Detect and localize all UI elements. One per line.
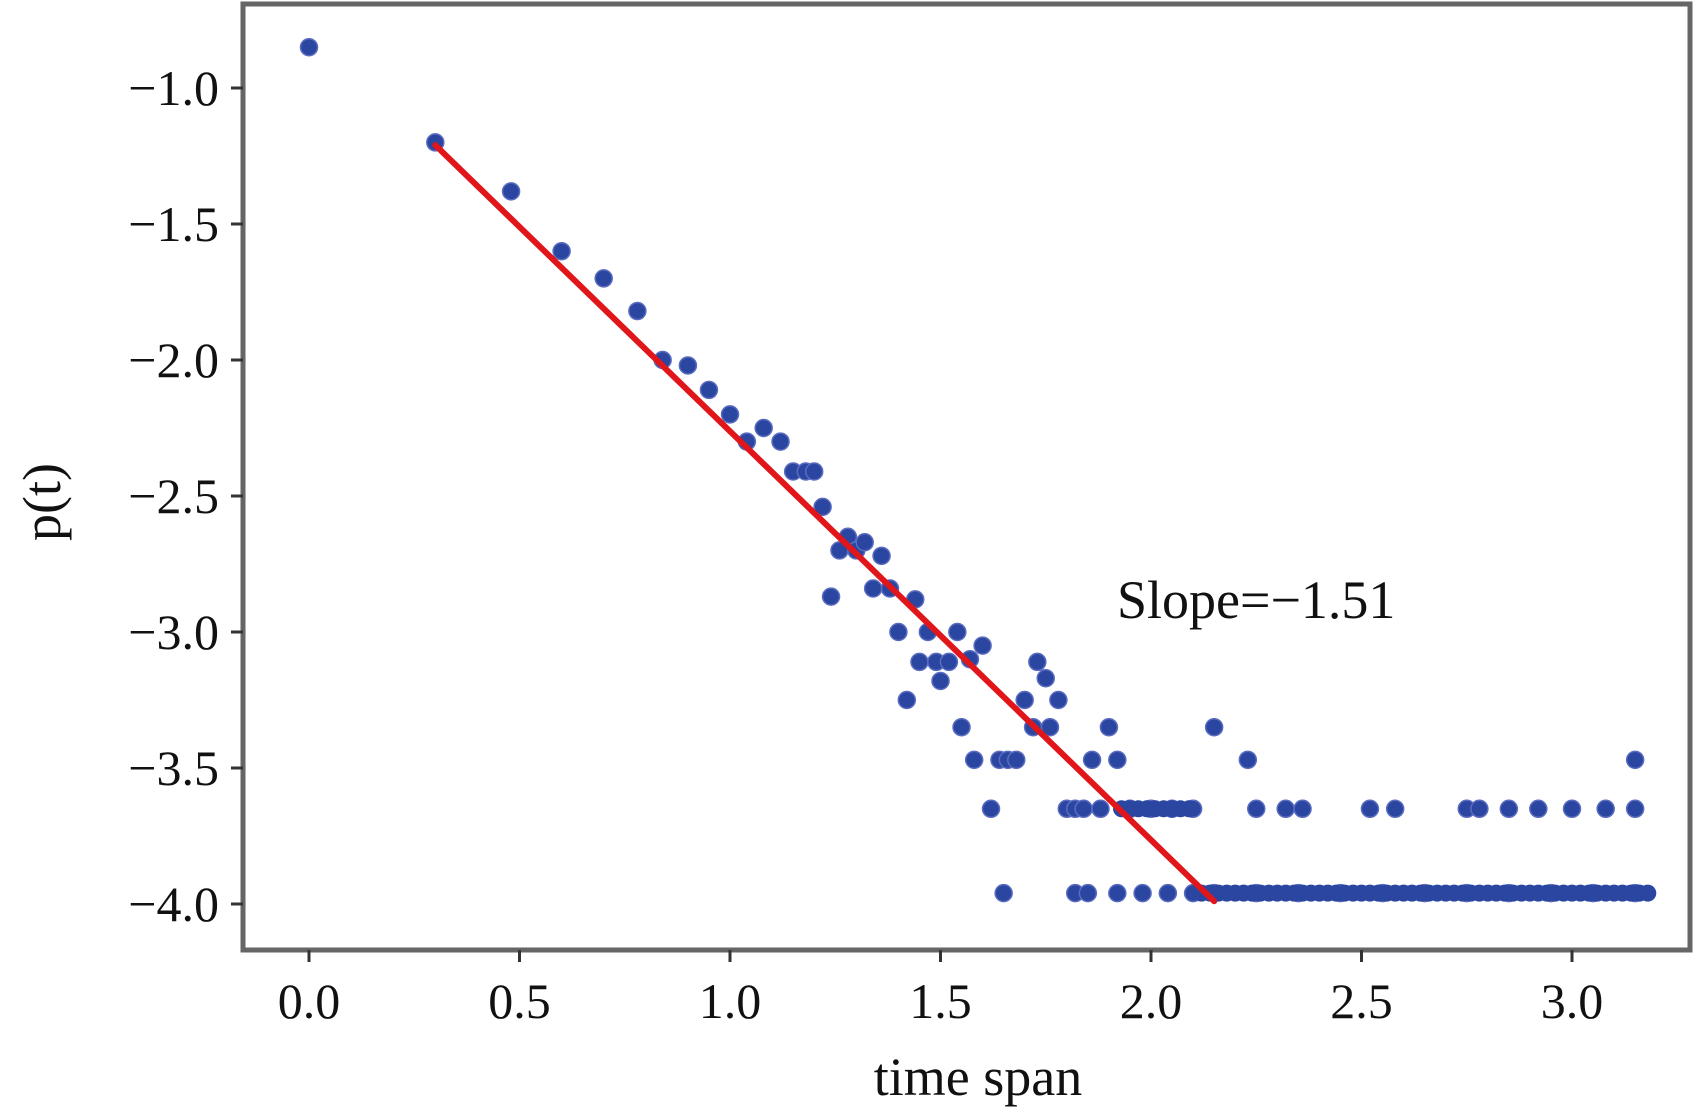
data-point <box>1293 799 1312 819</box>
data-point <box>964 750 984 770</box>
data-point <box>931 671 950 691</box>
data-point <box>1108 750 1127 770</box>
data-point <box>1074 799 1093 819</box>
data-point <box>754 418 773 438</box>
x-tick-label: 2.5 <box>1330 973 1393 1029</box>
data-point <box>1562 799 1582 819</box>
plot-frame <box>240 1 1693 953</box>
data-point <box>628 301 647 321</box>
data-point <box>1015 690 1034 710</box>
data-point <box>1529 799 1548 819</box>
data-point <box>1470 799 1489 819</box>
data-point <box>1385 799 1405 819</box>
slope-annotation: Slope=−1.51 <box>1117 570 1395 630</box>
data-point <box>1360 799 1380 819</box>
data-point <box>1133 883 1152 903</box>
x-tick-label: 0.0 <box>278 973 341 1029</box>
data-point <box>594 269 613 288</box>
data-point <box>678 356 698 375</box>
y-tick-label: −3.5 <box>128 740 219 796</box>
data-point <box>1158 883 1178 903</box>
y-tick-label: −2.5 <box>128 468 219 524</box>
data-point <box>1099 717 1119 737</box>
y-tick-label: −1.0 <box>128 60 219 116</box>
data-point <box>1180 800 1198 818</box>
data-point <box>1247 799 1266 819</box>
data-point <box>1639 884 1657 902</box>
data-point <box>1082 750 1102 770</box>
data-point <box>897 690 917 710</box>
data-point <box>720 405 740 424</box>
data-point <box>821 587 841 606</box>
data-point <box>889 622 908 642</box>
y-tick-label: −4.0 <box>128 876 219 932</box>
data-point <box>981 799 1001 819</box>
x-tick-label: 2.0 <box>1120 973 1183 1029</box>
x-tick-label: 0.5 <box>488 973 551 1029</box>
x-tick-label: 1.0 <box>699 973 762 1029</box>
data-point <box>501 182 521 201</box>
data-point <box>1276 799 1295 819</box>
data-point <box>1028 652 1047 672</box>
data-point <box>1078 883 1098 903</box>
data-point <box>1007 750 1026 770</box>
data-point <box>1596 799 1615 819</box>
y-tick-label: −2.0 <box>128 332 219 388</box>
data-point <box>1238 750 1258 770</box>
data-point <box>863 579 883 598</box>
x-tick-label: 3.0 <box>1541 973 1604 1029</box>
data-point <box>973 636 992 655</box>
data-point <box>855 532 874 552</box>
data-point <box>994 883 1013 903</box>
data-point <box>1499 799 1519 819</box>
x-axis-title: time span <box>874 1047 1082 1107</box>
x-tick-label: 1.5 <box>909 973 972 1029</box>
y-tick-label: −3.0 <box>128 604 219 660</box>
data-point <box>1204 717 1224 737</box>
y-tick-label: −1.5 <box>128 196 219 252</box>
data-point <box>1049 690 1068 710</box>
y-axis-title: p(t) <box>12 463 72 541</box>
data-point <box>872 546 891 566</box>
data-point <box>813 497 832 517</box>
data-point <box>699 380 719 400</box>
data-point <box>910 652 929 672</box>
data-point <box>1625 750 1645 770</box>
data-point <box>771 432 790 451</box>
data-point <box>1040 717 1060 737</box>
data-point <box>1108 883 1127 903</box>
data-point <box>939 652 959 672</box>
data-point <box>804 462 824 481</box>
data-point <box>952 717 971 737</box>
data-point <box>552 241 571 261</box>
data-point <box>948 622 967 642</box>
data-point <box>1091 799 1110 819</box>
data-point <box>1036 668 1055 688</box>
data-point <box>299 37 319 57</box>
fit-line <box>432 142 1218 905</box>
data-point <box>1625 799 1645 819</box>
